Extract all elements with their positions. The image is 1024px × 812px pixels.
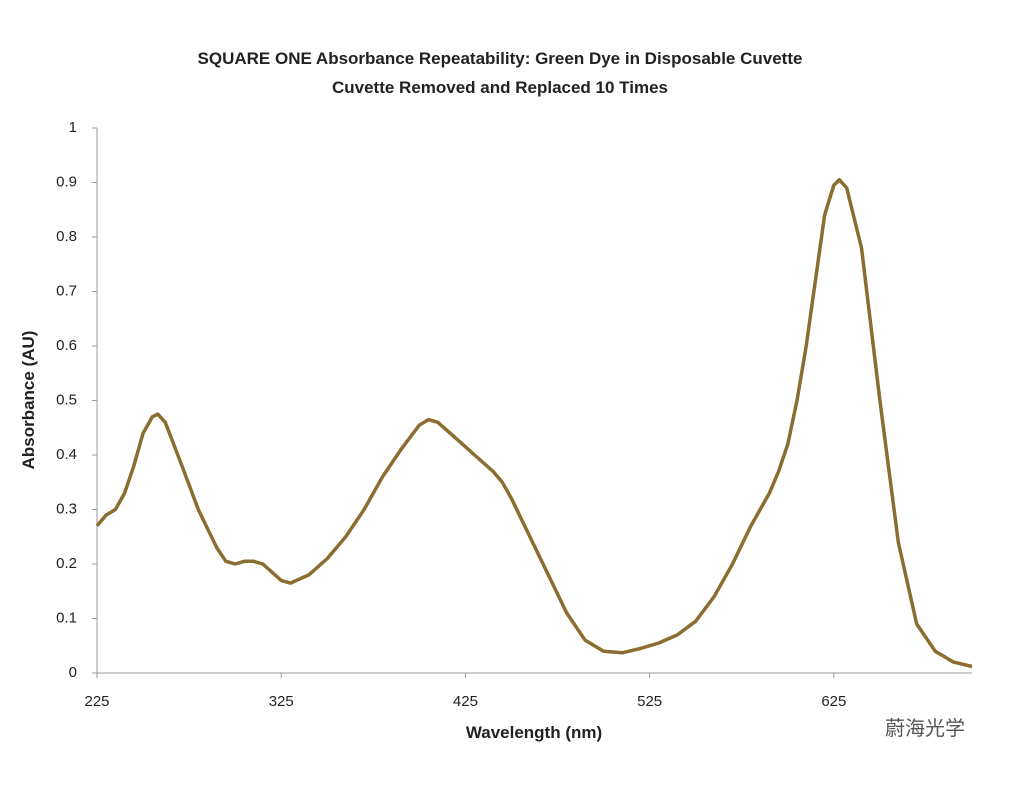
y-tick-label: 0.2: [56, 555, 77, 572]
chart-subtitle: Cuvette Removed and Replaced 10 Times: [332, 78, 668, 97]
x-tick-label: 325: [269, 693, 294, 710]
y-tick-label: 0.4: [56, 446, 77, 463]
x-tick-label: 525: [637, 693, 662, 710]
x-tick-label: 425: [453, 693, 478, 710]
y-axis-label: Absorbance (AU): [19, 331, 38, 470]
y-tick-label: 1: [69, 119, 77, 136]
data-line: [95, 178, 973, 669]
x-axis-label: Wavelength (nm): [466, 723, 602, 742]
y-tick-label: 0.9: [56, 173, 77, 190]
y-tick-label: 0: [69, 664, 77, 681]
chart-title: SQUARE ONE Absorbance Repeatability: Gre…: [198, 49, 803, 68]
x-tick-label: 225: [84, 693, 109, 710]
y-tick-label: 0.8: [56, 228, 77, 245]
y-tick-label: 0.7: [56, 282, 77, 299]
watermark: 蔚海光学: [885, 717, 965, 740]
y-tick-label: 0.3: [56, 500, 77, 517]
y-tick-label: 0.6: [56, 337, 77, 354]
x-tick-label: 625: [821, 693, 846, 710]
y-tick-label: 0.1: [56, 609, 77, 626]
y-tick-label: 0.5: [56, 391, 77, 408]
